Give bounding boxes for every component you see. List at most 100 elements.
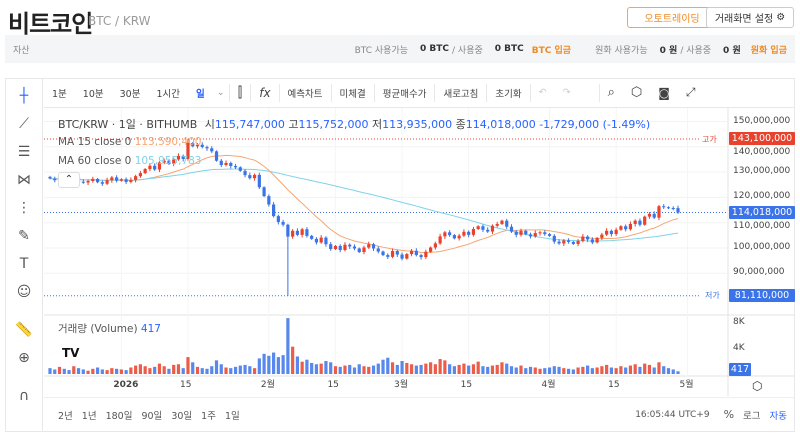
candle (219, 160, 223, 166)
interval-1h[interactable]: 1시간 (156, 88, 181, 100)
low-label: 저 (371, 118, 383, 131)
asset-bar: 자산 BTC 사용가능 0 BTC / 사용중 0 BTC BTC 입금 원화 … (5, 35, 795, 63)
range-180d[interactable]: 180일 (105, 410, 133, 422)
price-tick: 130,000,000 (733, 166, 791, 177)
candle (157, 162, 162, 170)
time-tick: 2월 (260, 380, 275, 390)
volume-bar (205, 368, 209, 374)
axis-settings-icon[interactable]: ⬡ (752, 379, 763, 393)
emoji-icon[interactable]: ☺ (16, 284, 32, 300)
trend-line-icon[interactable]: ⟋ (19, 116, 29, 132)
candle (647, 213, 652, 217)
auto-scale-toggle[interactable]: 자동 (769, 410, 787, 422)
candle (200, 144, 204, 148)
zoom-in-icon[interactable]: ⊕ (18, 350, 30, 366)
candle (229, 162, 233, 167)
redo-icon[interactable]: ↷ (562, 87, 571, 98)
ruler-icon[interactable]: 📏 (15, 322, 33, 338)
time-tick: 4월 (541, 380, 556, 390)
text-icon[interactable]: T (19, 256, 29, 272)
candle (333, 245, 338, 250)
high-label: 고 (288, 118, 299, 131)
candle (462, 231, 466, 236)
price-tick: 100,000,000 (733, 242, 791, 252)
candle (666, 207, 671, 209)
divider (228, 83, 230, 102)
clock[interactable]: 16:05:44 UTC+9 (635, 409, 710, 420)
crosshair-icon[interactable]: ┼ (19, 88, 29, 104)
magnet-icon[interactable]: ∩ (18, 388, 30, 404)
camera-icon[interactable]: ◙ (658, 85, 670, 100)
volume-bar (367, 366, 371, 374)
candle (338, 245, 342, 251)
interval-30m[interactable]: 30분 (119, 88, 141, 100)
candle (119, 179, 123, 181)
interval-day[interactable]: 일 (196, 88, 205, 100)
krw-deposit-link[interactable]: 원화 입금 (750, 45, 787, 56)
candle (595, 237, 599, 243)
candle (134, 176, 138, 180)
volume-bar (76, 368, 81, 374)
collapse-legend-button[interactable]: ⌃ (58, 172, 80, 188)
volume-bar (53, 369, 57, 374)
horizontal-lines-icon[interactable]: ☰ (17, 144, 31, 160)
volume-bar (619, 366, 623, 374)
btc-deposit-link[interactable]: BTC 입금 (531, 45, 572, 56)
avg-price-button[interactable]: 평균매수가 (382, 88, 427, 100)
range-30d[interactable]: 30일 (171, 410, 193, 422)
candle-type-icon[interactable]: ⫿ (237, 84, 243, 101)
volume-bar (419, 364, 423, 374)
interval-10m[interactable]: 10분 (82, 88, 104, 100)
ma15-legend: MA 15 close 0 113,590,400 (58, 136, 202, 148)
volume-bar (319, 363, 323, 374)
price-tick: 120,000,000 (733, 191, 791, 202)
candle (533, 233, 537, 237)
settings-hex-icon[interactable]: ⬡ (630, 85, 643, 100)
chevron-down-icon[interactable]: ⌄ (216, 87, 225, 98)
volume-bar (581, 366, 585, 374)
volume-bar (576, 367, 580, 374)
candle (314, 238, 319, 243)
range-2y[interactable]: 2년 (58, 410, 73, 422)
candle (110, 177, 114, 181)
volume-bar (676, 371, 680, 374)
candle (519, 230, 523, 235)
quick-search-icon[interactable]: ⌕ (607, 85, 615, 100)
percent-toggle[interactable]: % (723, 408, 735, 421)
screen-settings-button[interactable]: 거래화면 설정 ⚙ (706, 7, 794, 28)
candle (48, 176, 52, 179)
candle (633, 220, 637, 224)
candle (438, 236, 442, 244)
reset-button[interactable]: 초기화 (495, 88, 522, 100)
pattern-icon[interactable]: ⋈ (17, 172, 31, 188)
candle (562, 240, 566, 244)
candle (486, 229, 490, 232)
open-orders-button[interactable]: 미체결 (339, 88, 366, 100)
volume-bar (115, 368, 119, 374)
forecast-chart-button[interactable]: 예측차트 (287, 88, 323, 100)
range-1d[interactable]: 1일 (224, 410, 240, 422)
range-90d[interactable]: 90일 (141, 410, 163, 422)
chart-toolbar: 1분 10분 30분 1시간 일 ⌄ ⫿ fx 예측차트 미체결 평균매수가 새… (44, 78, 795, 108)
candle (371, 244, 376, 249)
log-toggle[interactable]: 로그 (743, 410, 761, 422)
candle (476, 226, 480, 230)
volume-bar (528, 366, 533, 374)
range-1w[interactable]: 1주 (201, 410, 216, 422)
candle (195, 144, 200, 147)
refresh-button[interactable]: 새로고침 (443, 88, 479, 100)
range-1y[interactable]: 1년 (81, 410, 97, 422)
volume-bar (338, 366, 342, 374)
fib-icon[interactable]: ⋮ (17, 200, 31, 216)
candle (295, 230, 299, 235)
brush-icon[interactable]: ✎ (18, 228, 30, 244)
volume-bar (295, 356, 299, 374)
volume-bar (95, 367, 100, 374)
undo-icon[interactable]: ↶ (538, 87, 547, 98)
interval-1m[interactable]: 1분 (52, 88, 67, 100)
price-tick: 110,000,000 (733, 221, 791, 231)
candle (305, 229, 309, 236)
indicator-fx-icon[interactable]: fx (259, 85, 271, 100)
fullscreen-icon[interactable]: ⤢ (685, 85, 696, 99)
